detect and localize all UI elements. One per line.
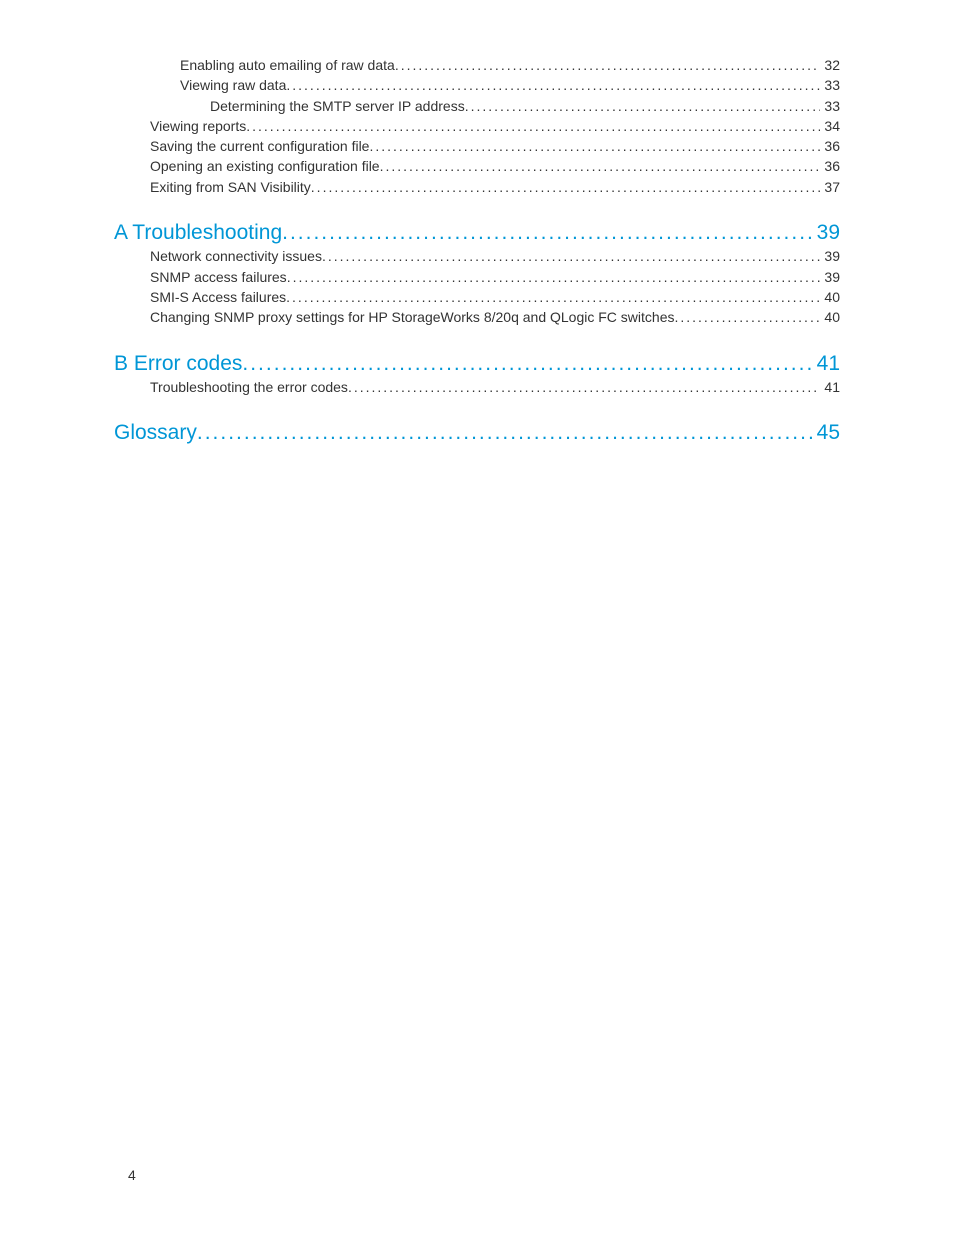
toc-dots: ........................................… — [286, 287, 820, 307]
toc-label: Viewing raw data — [180, 75, 286, 95]
toc-orphan-group: Enabling auto emailing of raw data .....… — [114, 55, 840, 197]
toc-section: B Error codes ..........................… — [114, 350, 840, 398]
toc-label: A Troubleshooting — [114, 219, 282, 246]
toc-entry: SMI-S Access failures ..................… — [150, 287, 840, 307]
toc-page-number: 36 — [820, 136, 840, 156]
toc-label: Viewing reports — [150, 116, 246, 136]
toc-dots: ........................................… — [197, 419, 813, 446]
toc-heading[interactable]: B Error codes ..........................… — [114, 350, 840, 377]
toc-page-number: 39 — [813, 219, 840, 246]
toc-page-number: 40 — [820, 287, 840, 307]
toc-page-number: 45 — [813, 419, 840, 446]
toc-page-number: 39 — [820, 267, 840, 287]
toc-dots: ........................................… — [286, 75, 820, 95]
toc-dots: ........................................… — [311, 177, 821, 197]
toc-section: Glossary ...............................… — [114, 419, 840, 446]
toc-label: Changing SNMP proxy settings for HP Stor… — [150, 307, 674, 327]
toc-entry: Saving the current configuration file ..… — [150, 136, 840, 156]
toc-dots: ........................................… — [246, 116, 820, 136]
toc-label: Saving the current configuration file — [150, 136, 369, 156]
toc-entry: Changing SNMP proxy settings for HP Stor… — [150, 307, 840, 327]
toc-entry: Exiting from SAN Visibility ............… — [150, 177, 840, 197]
toc-entry: Enabling auto emailing of raw data .....… — [180, 55, 840, 75]
toc-sections: A Troubleshooting ......................… — [114, 219, 840, 446]
toc-dots: ........................................… — [395, 55, 821, 75]
toc-page: Enabling auto emailing of raw data .....… — [0, 0, 954, 446]
toc-section: A Troubleshooting ......................… — [114, 219, 840, 327]
toc-dots: ........................................… — [380, 156, 821, 176]
toc-dots: ........................................… — [287, 267, 821, 287]
toc-label: Opening an existing configuration file — [150, 156, 380, 176]
toc-page-number: 41 — [813, 350, 840, 377]
toc-label: Exiting from SAN Visibility — [150, 177, 311, 197]
page-number: 4 — [128, 1167, 136, 1183]
toc-heading[interactable]: A Troubleshooting ......................… — [114, 219, 840, 246]
toc-label: Determining the SMTP server IP address — [210, 96, 465, 116]
toc-dots: ........................................… — [369, 136, 820, 156]
toc-entry: Determining the SMTP server IP address .… — [210, 96, 840, 116]
toc-label: SMI-S Access failures — [150, 287, 286, 307]
toc-page-number: 41 — [820, 377, 840, 397]
toc-page-number: 33 — [820, 96, 840, 116]
toc-entry: Troubleshooting the error codes ........… — [150, 377, 840, 397]
toc-dots: ........................................… — [674, 307, 820, 327]
toc-label: B Error codes — [114, 350, 242, 377]
toc-dots: ........................................… — [242, 350, 812, 377]
toc-page-number: 40 — [820, 307, 840, 327]
toc-page-number: 34 — [820, 116, 840, 136]
toc-label: Enabling auto emailing of raw data — [180, 55, 395, 75]
toc-page-number: 33 — [820, 75, 840, 95]
toc-entry: Network connectivity issues ............… — [150, 246, 840, 266]
toc-page-number: 32 — [820, 55, 840, 75]
toc-dots: ........................................… — [465, 96, 821, 116]
toc-page-number: 39 — [820, 246, 840, 266]
toc-entry: Viewing raw data .......................… — [180, 75, 840, 95]
toc-page-number: 37 — [820, 177, 840, 197]
toc-heading[interactable]: Glossary ...............................… — [114, 419, 840, 446]
toc-entry: Opening an existing configuration file .… — [150, 156, 840, 176]
toc-label: Network connectivity issues — [150, 246, 322, 266]
toc-entry: Viewing reports ........................… — [150, 116, 840, 136]
toc-label: Glossary — [114, 419, 197, 446]
toc-entry: SNMP access failures ...................… — [150, 267, 840, 287]
toc-label: Troubleshooting the error codes — [150, 377, 348, 397]
toc-label: SNMP access failures — [150, 267, 287, 287]
toc-dots: ........................................… — [282, 219, 813, 246]
toc-dots: ........................................… — [322, 246, 820, 266]
toc-page-number: 36 — [820, 156, 840, 176]
toc-dots: ........................................… — [348, 377, 820, 397]
